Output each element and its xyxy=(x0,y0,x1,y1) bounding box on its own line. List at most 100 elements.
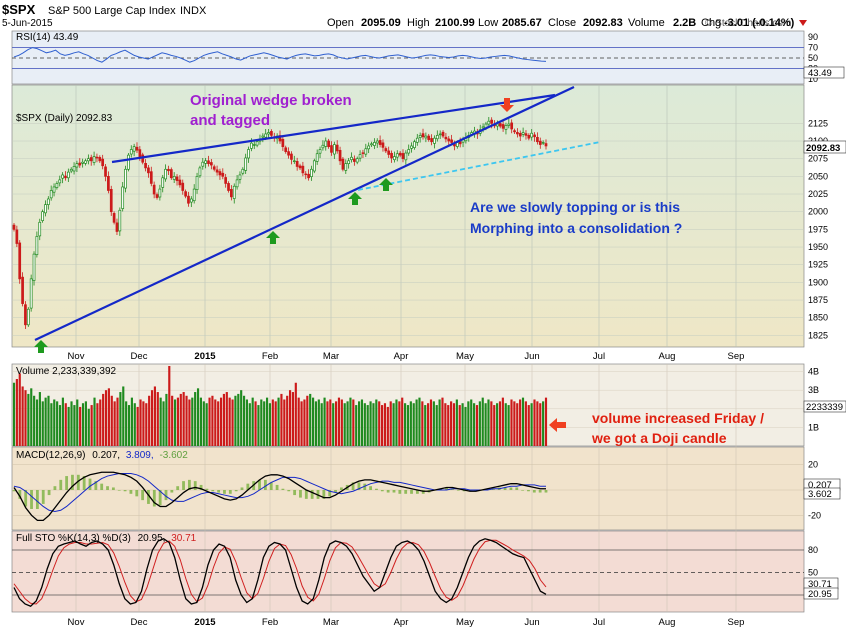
candle-body xyxy=(418,135,422,138)
macd-histogram-bar xyxy=(304,490,308,499)
candle-body xyxy=(384,148,388,152)
price-tick-label: 1900 xyxy=(808,277,828,287)
macd-histogram-bar xyxy=(187,479,191,490)
volume-bar xyxy=(104,390,108,446)
macd-histogram-bar xyxy=(205,488,209,490)
volume-bar xyxy=(369,401,372,446)
volume-bar xyxy=(326,401,329,446)
volume-bar xyxy=(90,405,93,446)
volume-bar xyxy=(24,390,27,446)
volume-bar xyxy=(242,395,246,446)
candle-body xyxy=(373,142,376,146)
candle-body xyxy=(538,140,542,145)
volume-bar xyxy=(274,401,277,446)
macd-histogram-bar xyxy=(269,482,273,490)
macd-histogram-bar xyxy=(521,490,525,491)
volume-layer xyxy=(12,366,566,446)
candle-body xyxy=(533,134,536,138)
candle-body xyxy=(318,149,322,154)
candle-body xyxy=(78,162,82,166)
x-tick-label: Apr xyxy=(394,617,409,628)
candle-body xyxy=(404,152,408,161)
candle-body xyxy=(169,169,173,179)
candle-body xyxy=(447,138,451,142)
volume-bar xyxy=(139,399,142,446)
volume-bar xyxy=(260,399,263,446)
candle-body xyxy=(267,132,270,135)
volume-bar xyxy=(168,366,171,446)
volume-bar xyxy=(217,401,220,446)
price-last-tag xyxy=(803,140,846,154)
sto-title: Full STO %K(14,3) %D(3) 20.95, 30.71 xyxy=(16,533,197,544)
candle-body xyxy=(536,136,539,143)
candle-body xyxy=(147,167,150,174)
macd-histogram-bar xyxy=(217,490,221,493)
chart-date: 5-Jun-2015 xyxy=(2,18,53,29)
x-tick-label: Aug xyxy=(659,617,676,628)
volume-bar xyxy=(265,397,269,446)
axis-labels: Nov Nov Dec Dec 2015 2015 Feb Feb Mar Mar Apr Apr Ma… xyxy=(68,32,828,628)
volume-bar xyxy=(303,399,306,446)
volume-bar xyxy=(173,399,177,446)
chart-header: $SPX S&P 500 Large Cap Index INDX 5-Jun-… xyxy=(2,2,807,29)
candle-body xyxy=(115,222,119,232)
volume-bar xyxy=(493,405,496,446)
candle-body xyxy=(230,189,233,198)
volume-bar xyxy=(268,403,272,446)
candle-body xyxy=(195,176,199,190)
candle-body xyxy=(301,165,305,174)
volume-bar xyxy=(271,399,274,446)
up-arrow-icon xyxy=(266,231,280,244)
rsi-tick-label: 10 xyxy=(808,74,818,84)
volume-bar xyxy=(478,401,481,446)
volume-bar xyxy=(484,403,487,446)
candle-body xyxy=(361,152,365,154)
candle-body xyxy=(132,146,136,152)
candle-body xyxy=(201,161,205,167)
candle-body xyxy=(307,173,310,179)
candle-body xyxy=(215,169,219,173)
volume-bar xyxy=(444,403,447,446)
volume-bar xyxy=(81,403,85,446)
volume-bar xyxy=(427,403,430,446)
candle-body xyxy=(232,185,236,199)
macd-histogram-bar xyxy=(328,490,332,497)
macd-histogram-bar xyxy=(275,484,279,490)
annotation-wedge-1: Original wedge broken xyxy=(190,92,352,109)
annotation-topping-1: Are we slowly topping or is this xyxy=(470,199,680,215)
rsi-tick-label: 50 xyxy=(808,53,818,63)
candle-body xyxy=(189,198,193,203)
candle-body xyxy=(64,175,67,179)
candle-body xyxy=(98,157,102,162)
volume-bar xyxy=(277,397,280,446)
macd-histogram-bar xyxy=(515,487,519,490)
down-arrow-icon xyxy=(799,20,807,26)
volume-bar xyxy=(467,401,470,446)
volume-bar xyxy=(56,401,59,446)
candle-body xyxy=(212,166,216,170)
macd-histogram-bar xyxy=(404,490,408,494)
volume-bar xyxy=(421,401,424,446)
last-value-tags: 43.49 2092.83 2233339 0.207 3.602 30.71 … xyxy=(803,66,846,600)
candle-body xyxy=(430,138,433,143)
candle-body xyxy=(284,147,288,152)
volume-bar xyxy=(61,397,64,446)
volume-bar xyxy=(383,403,387,446)
volume-bar xyxy=(343,403,346,446)
volume-bar xyxy=(248,403,251,446)
macd-histogram-bar xyxy=(71,474,74,490)
volume-bar xyxy=(381,405,384,446)
volume-bar xyxy=(346,401,349,446)
watermark: © StockCharts.com xyxy=(705,18,791,29)
candle-body xyxy=(490,119,494,124)
macd-histogram-bar xyxy=(158,490,162,506)
candle-body xyxy=(390,152,393,159)
candle-body xyxy=(281,138,285,148)
macd-histogram-bar xyxy=(35,490,39,509)
macd-last-value: 0.207 xyxy=(808,480,832,491)
x-tick-label: Dec xyxy=(131,351,148,362)
macd-histogram-bar xyxy=(380,490,384,492)
candle-body xyxy=(510,122,514,130)
volume-bar xyxy=(41,401,44,446)
volume-bar xyxy=(214,399,217,446)
